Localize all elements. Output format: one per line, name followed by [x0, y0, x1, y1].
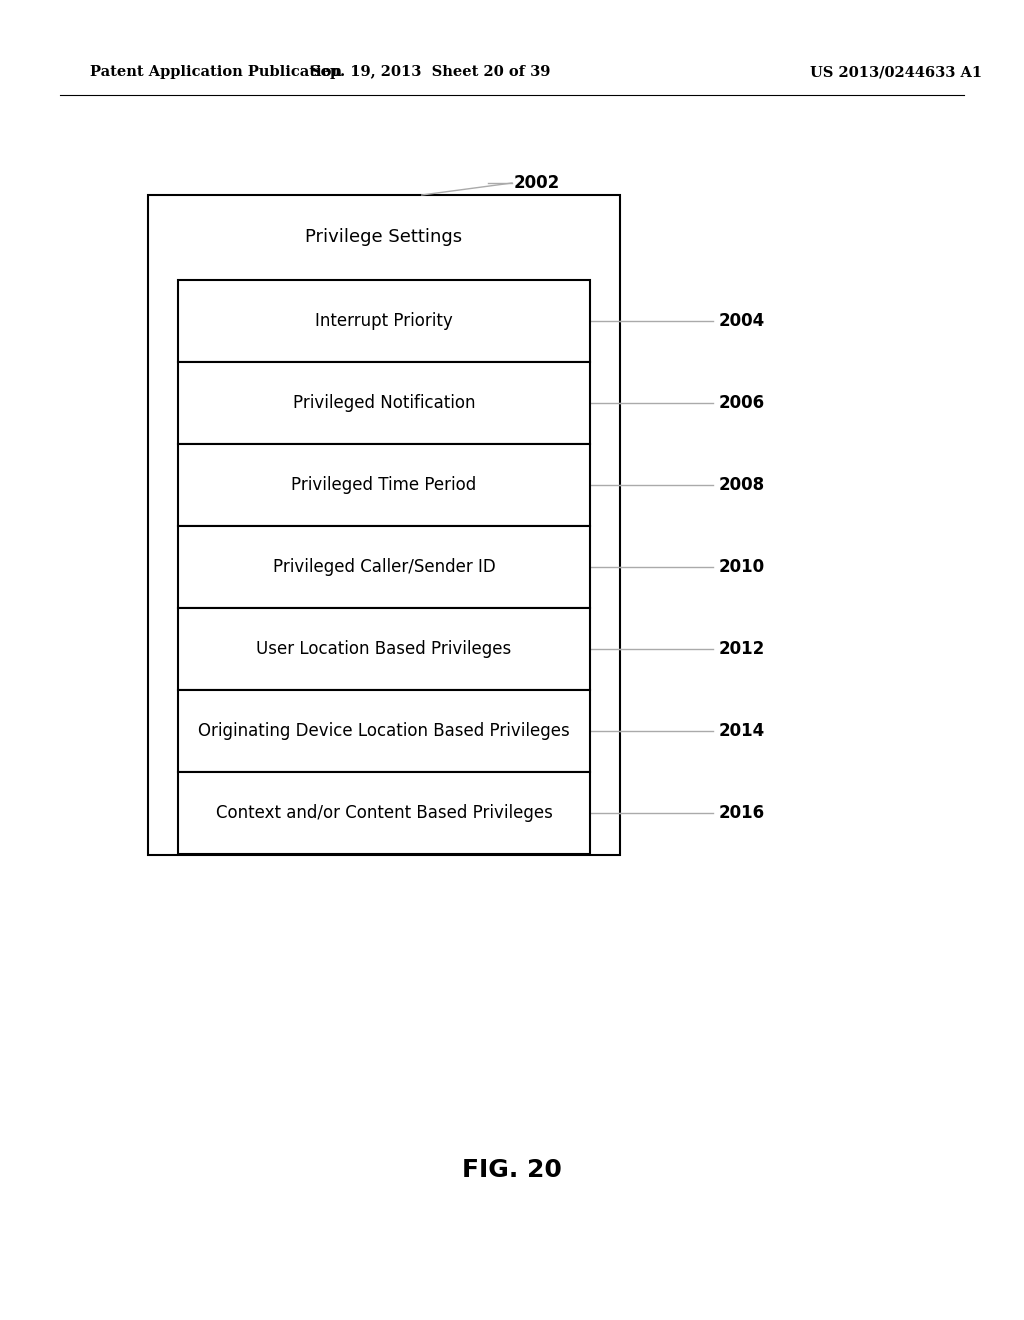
- Text: 2016: 2016: [719, 804, 765, 822]
- Bar: [178, 280, 590, 362]
- Text: Privileged Time Period: Privileged Time Period: [292, 477, 476, 494]
- Text: FIG. 20: FIG. 20: [462, 1158, 562, 1181]
- Text: 2002: 2002: [514, 174, 560, 191]
- Bar: [178, 444, 590, 525]
- Text: Patent Application Publication: Patent Application Publication: [90, 65, 342, 79]
- Text: Context and/or Content Based Privileges: Context and/or Content Based Privileges: [216, 804, 552, 822]
- Text: Interrupt Priority: Interrupt Priority: [315, 312, 453, 330]
- Text: 2006: 2006: [719, 393, 765, 412]
- Text: 2012: 2012: [719, 640, 765, 657]
- Text: Privileged Caller/Sender ID: Privileged Caller/Sender ID: [272, 558, 496, 576]
- Text: US 2013/0244633 A1: US 2013/0244633 A1: [810, 65, 982, 79]
- Text: Originating Device Location Based Privileges: Originating Device Location Based Privil…: [198, 722, 570, 741]
- Bar: [178, 690, 590, 772]
- Text: Sep. 19, 2013  Sheet 20 of 39: Sep. 19, 2013 Sheet 20 of 39: [310, 65, 550, 79]
- Bar: [178, 772, 590, 854]
- Text: 2014: 2014: [719, 722, 765, 741]
- Text: Privileged Notification: Privileged Notification: [293, 393, 475, 412]
- Bar: [178, 362, 590, 444]
- Bar: [178, 609, 590, 690]
- Bar: [148, 195, 620, 855]
- Text: 2004: 2004: [719, 312, 765, 330]
- Text: 2008: 2008: [719, 477, 765, 494]
- Text: User Location Based Privileges: User Location Based Privileges: [256, 640, 512, 657]
- Text: 2010: 2010: [719, 558, 765, 576]
- Text: Privilege Settings: Privilege Settings: [305, 228, 463, 246]
- Bar: [178, 525, 590, 609]
